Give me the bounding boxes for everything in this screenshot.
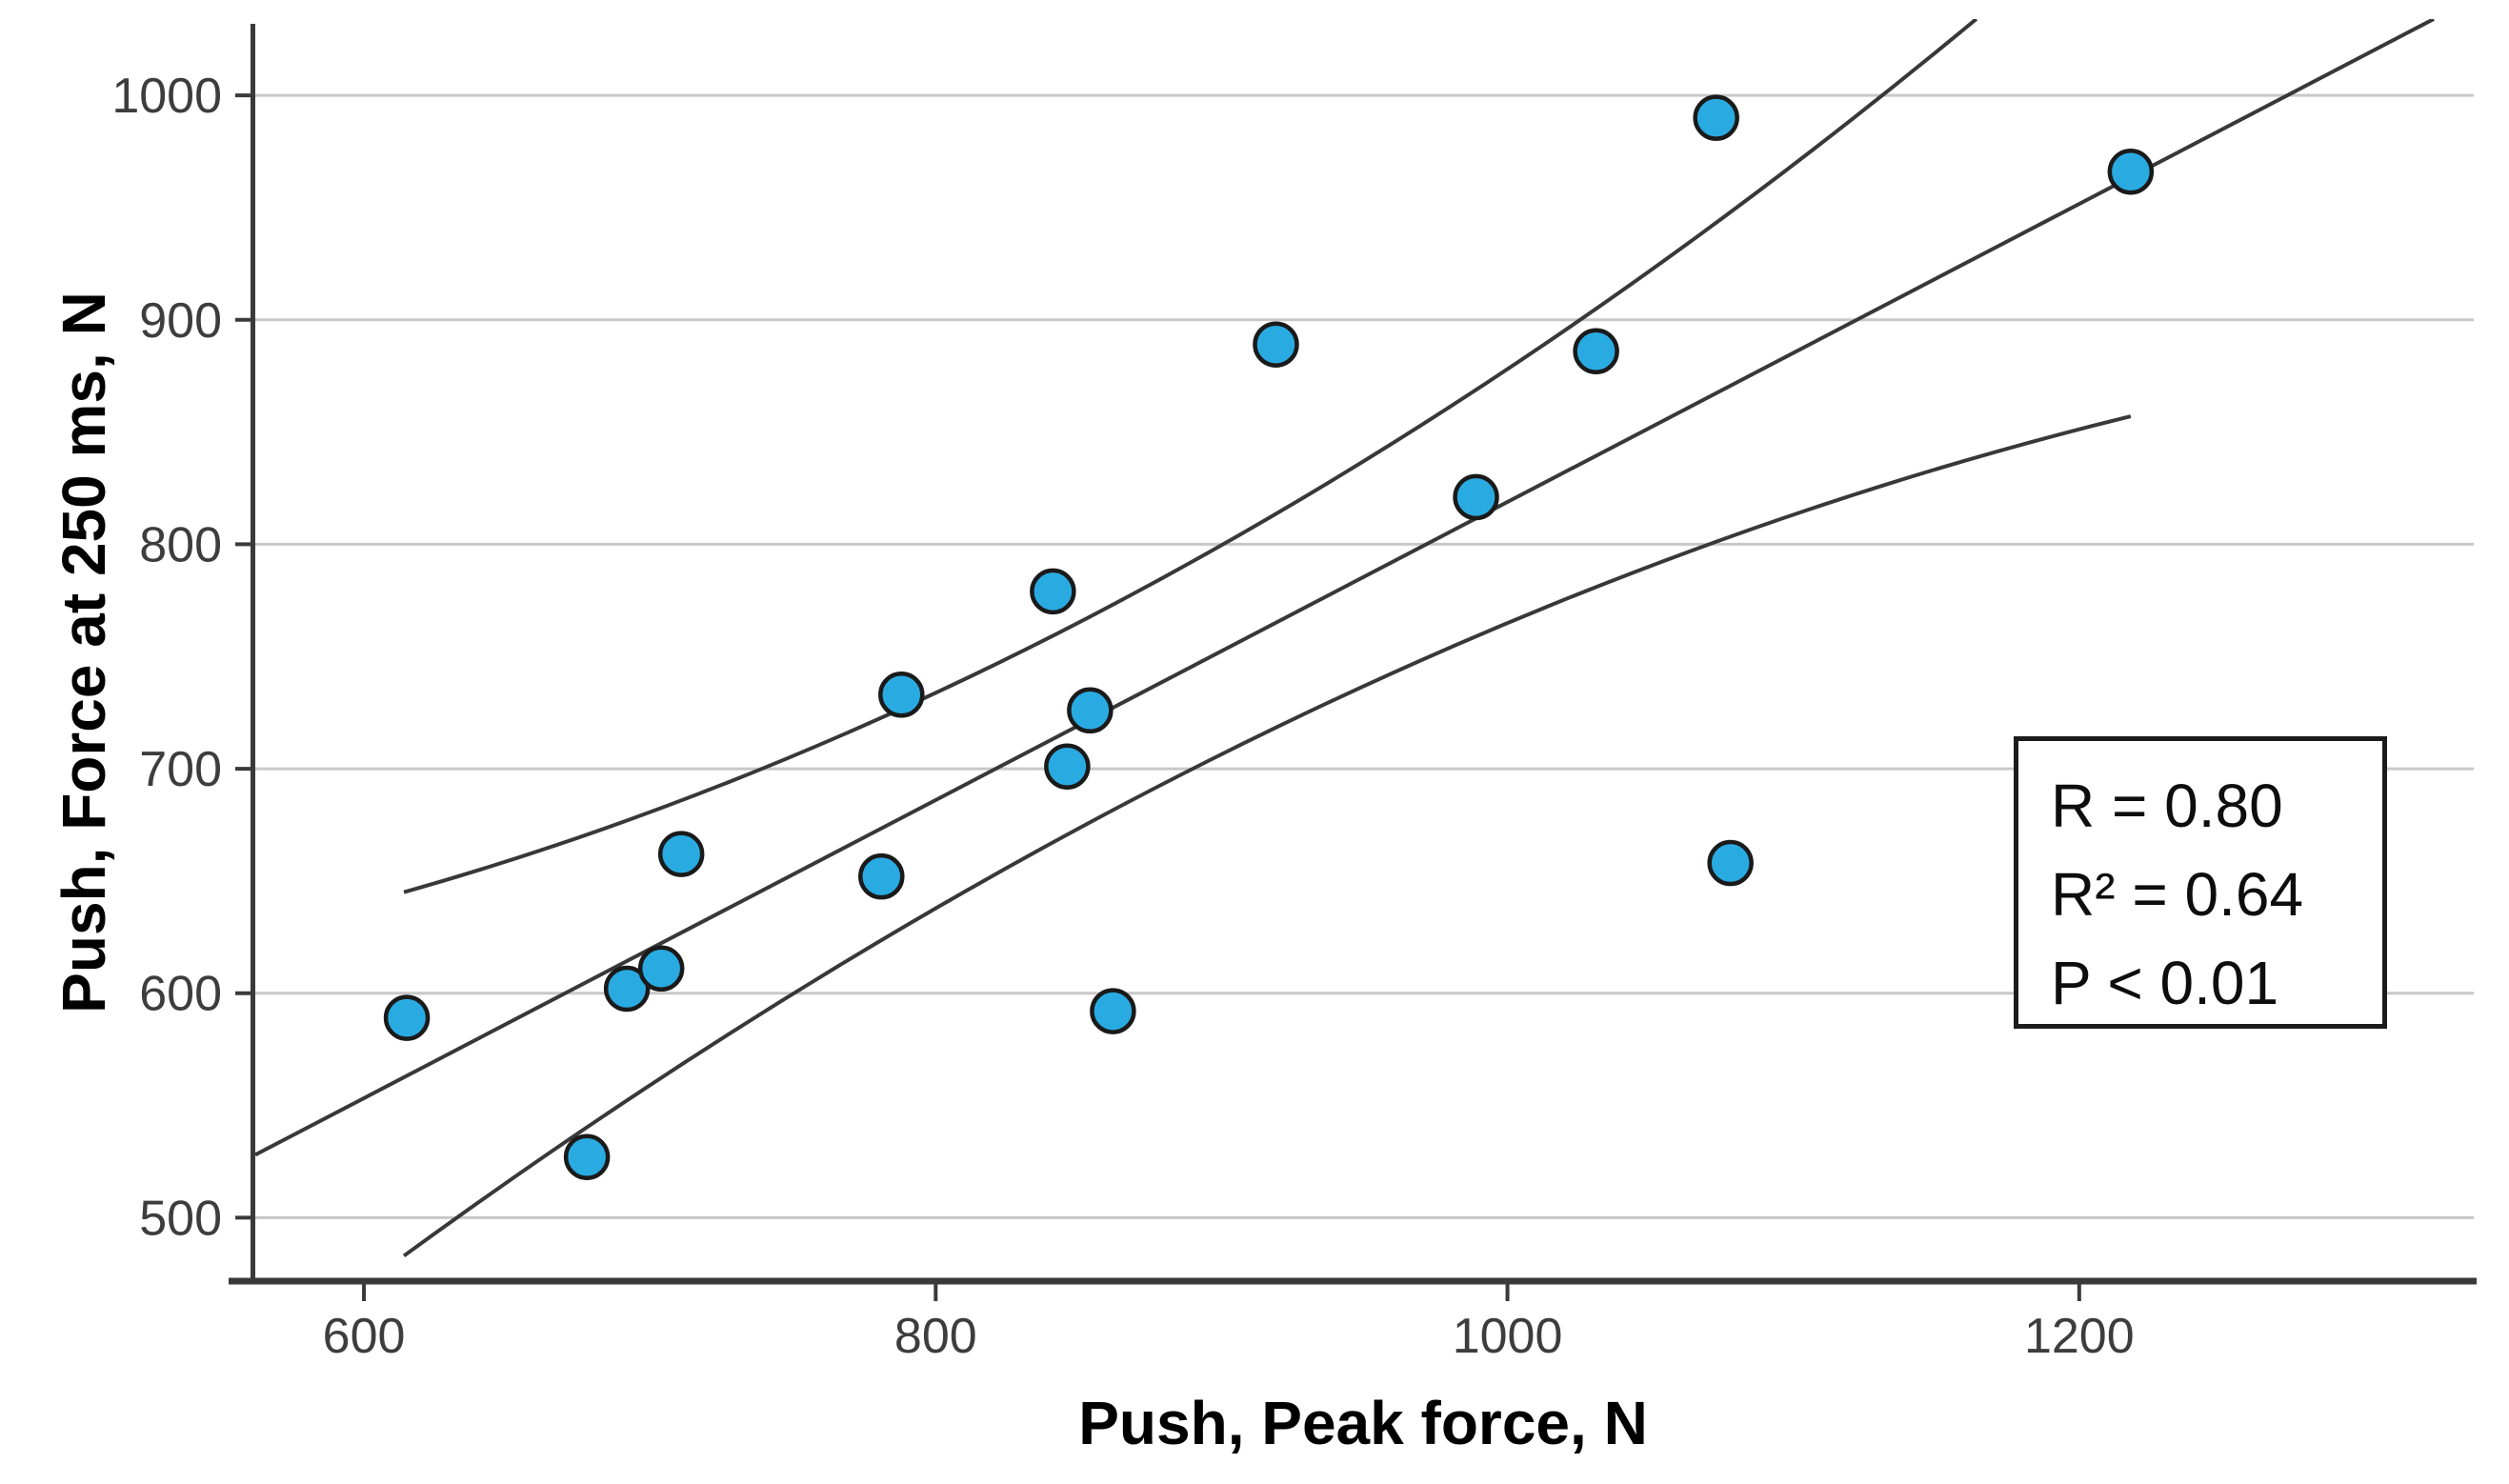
stats-r2-value: R² = 0.64 xyxy=(2051,860,2304,929)
scatter-point xyxy=(603,965,651,1013)
scatter-point xyxy=(858,852,905,900)
scatter-point xyxy=(1090,988,1136,1034)
scatter-point xyxy=(1030,568,1076,615)
x-tick-label: 600 xyxy=(323,1309,406,1364)
scatter-point xyxy=(1693,94,1739,141)
y-tick-label: 800 xyxy=(139,517,222,572)
stats-r-value: R = 0.80 xyxy=(2051,772,2283,840)
x-tick-label: 800 xyxy=(894,1309,977,1364)
scatter-point xyxy=(1067,687,1114,734)
stats-annotation-box: R = 0.80 R² = 0.64 P < 0.01 xyxy=(2014,736,2387,1029)
scatter-point xyxy=(878,672,925,718)
scatter-point xyxy=(383,994,431,1041)
scatter-point xyxy=(563,1133,611,1180)
y-tick-label: 1000 xyxy=(111,69,222,124)
stats-p-value: P < 0.01 xyxy=(2051,949,2279,1017)
x-tick-label: 1000 xyxy=(1453,1309,1563,1364)
scatter-point xyxy=(2107,148,2155,195)
confidence-band-lower xyxy=(402,414,2132,1258)
scatter-point xyxy=(1253,321,1299,368)
scatter-point xyxy=(1044,743,1091,790)
scatter-point xyxy=(637,945,685,993)
scatter-point xyxy=(1573,328,1619,375)
y-tick-label: 500 xyxy=(139,1191,222,1246)
regression-fit-line xyxy=(254,19,2435,1157)
scatter-point xyxy=(1453,473,1499,521)
confidence-band-upper xyxy=(403,19,1978,894)
scatter-point xyxy=(657,831,705,877)
scatter-point xyxy=(1707,839,1754,887)
x-tick-label: 1200 xyxy=(2024,1309,2135,1364)
y-tick-label: 700 xyxy=(139,742,222,797)
x-axis-title: Push, Peak force, N xyxy=(1078,1389,1648,1457)
fit-and-ci-curves xyxy=(254,19,2435,1258)
y-tick-label: 600 xyxy=(139,967,222,1022)
y-axis-title: Push, Force at 250 ms, N xyxy=(50,291,118,1013)
y-tick-label: 900 xyxy=(139,293,222,349)
